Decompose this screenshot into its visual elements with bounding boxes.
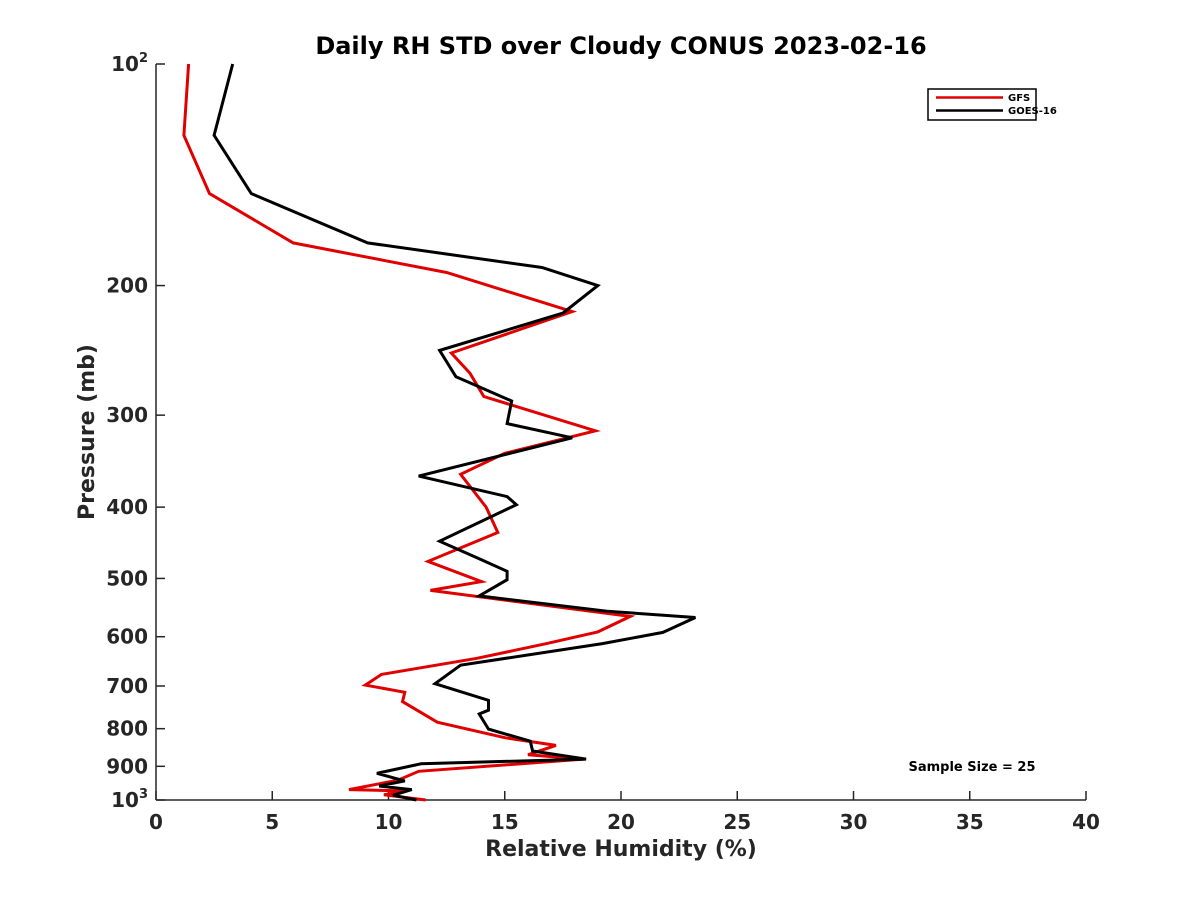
axes: 0 5 10 15 20 25 30 35 40102200300400500600700800… <box>106 51 1100 834</box>
x-tick-label-5: 5 <box>265 810 279 834</box>
x-tick-label-10: 10 <box>375 810 403 834</box>
y-tick-label-100: 102 <box>111 51 148 76</box>
series-layer <box>182 63 697 802</box>
x-tick-label-25: 25 <box>723 810 751 834</box>
x-tick-label-0: 0 <box>149 810 163 834</box>
y-tick-label-500: 500 <box>106 566 148 590</box>
x-tick-label-20: 20 <box>607 810 635 834</box>
y-tick-label-900: 900 <box>106 754 148 778</box>
y-tick-label-800: 800 <box>106 717 148 741</box>
legend-label-gfs: GFS <box>1008 93 1030 104</box>
chart-title: Daily RH STD over Cloudy CONUS 2023-02-1… <box>315 32 926 60</box>
sample-size-annotation: Sample Size = 25 <box>908 760 1035 775</box>
y-axis-label: Pressure (mb) <box>75 344 100 520</box>
y-tick-label-400: 400 <box>106 495 148 519</box>
x-tick-label-35: 35 <box>956 810 984 834</box>
y-tick-label-300: 300 <box>106 403 148 427</box>
y-tick-label-exponent: 2 <box>139 51 148 66</box>
y-tick-label-700: 700 <box>106 674 148 698</box>
x-axis-label: Relative Humidity (%) <box>485 837 757 862</box>
x-tick-label-30: 30 <box>840 810 868 834</box>
x-tick-label-15: 15 <box>491 810 519 834</box>
y-tick-label-600: 600 <box>106 625 148 649</box>
y-tick-label-base: 10 <box>111 52 139 76</box>
x-tick-label-40: 40 <box>1072 810 1100 834</box>
legend-box <box>927 88 1037 121</box>
legend: GFS GOES-16 <box>927 88 1057 121</box>
y-tick-label-exponent: 3 <box>139 787 148 802</box>
series-line-goes16 <box>212 63 697 802</box>
y-tick-label-base: 10 <box>111 788 139 812</box>
legend-label-goes16: GOES-16 <box>1008 106 1057 117</box>
y-tick-label-200: 200 <box>106 274 148 298</box>
y-tick-label-1000: 103 <box>111 787 148 812</box>
